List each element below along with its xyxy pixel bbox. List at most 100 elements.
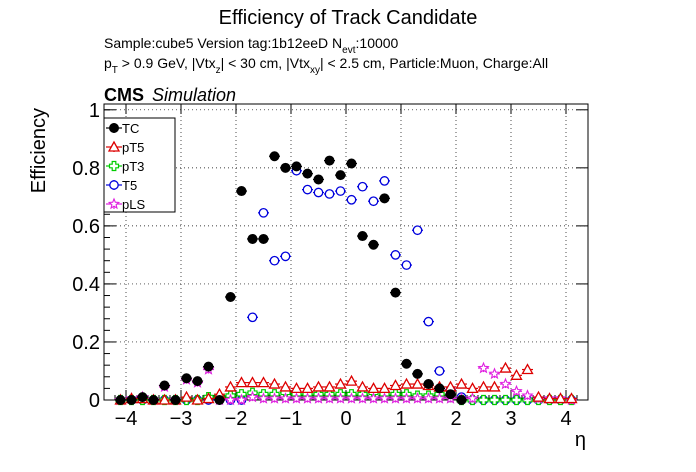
marker-pLS (378, 392, 391, 404)
legend-label: pLS (122, 197, 145, 212)
point-TC (445, 389, 456, 400)
point-T5 (280, 251, 291, 262)
marker-TC (236, 186, 247, 197)
sample-info-line: Sample:cube5 Version tag:1b12eeD Nevt:10… (104, 35, 399, 56)
point-pT5 (521, 363, 534, 375)
marker-T5 (401, 260, 412, 270)
point-pT5 (345, 374, 358, 386)
point-pT5 (191, 393, 204, 405)
point-pT5 (180, 390, 193, 402)
point-pT5 (389, 379, 402, 391)
marker-pLS (301, 392, 314, 404)
marker-pT5 (521, 363, 534, 375)
marker-pT3 (478, 394, 489, 406)
point-TC (335, 170, 346, 181)
marker-pT5 (488, 380, 501, 392)
point-TC (346, 158, 357, 169)
marker-pLS (411, 392, 424, 404)
marker-pT5 (356, 380, 369, 392)
point-pLS (521, 389, 534, 401)
marker-TC (192, 376, 203, 387)
point-pT5 (246, 376, 259, 388)
marker-T5 (390, 250, 401, 260)
point-TC (401, 358, 412, 369)
legend-marker (107, 140, 121, 152)
point-pT5 (257, 376, 270, 388)
point-pLS (367, 392, 380, 404)
x-axis-label: η (575, 429, 586, 451)
x-tick-label: −4 (115, 408, 138, 430)
x-tick-label: 4 (560, 408, 571, 430)
point-pT5 (532, 390, 545, 402)
marker-pT5 (543, 392, 556, 404)
point-T5 (357, 181, 368, 192)
marker-TC (148, 395, 159, 405)
point-TC (148, 395, 159, 405)
x-tick-label: −3 (170, 408, 193, 430)
point-pT5 (510, 368, 523, 380)
marker-TC (401, 358, 412, 369)
marker-pT5 (180, 390, 193, 402)
marker-T5 (302, 184, 313, 195)
marker-pT5 (202, 392, 215, 404)
y-axis-label: Efficiency (28, 108, 50, 193)
point-pT3 (489, 394, 500, 406)
x-tick-label: 3 (505, 408, 516, 430)
marker-pT3 (511, 394, 522, 406)
point-TC (280, 162, 291, 173)
marker-pT5 (301, 382, 314, 394)
point-pLS (279, 392, 292, 404)
marker-pT5 (191, 393, 204, 405)
marker-pLS (323, 392, 336, 404)
marker-pLS (488, 367, 501, 380)
legend-label: pT5 (122, 140, 144, 155)
point-pT5 (455, 377, 468, 389)
point-T5 (269, 255, 280, 266)
legend-item-pLS: pLS (106, 197, 145, 212)
data-points (114, 151, 578, 406)
marker-pT3 (489, 394, 500, 406)
marker-pLS (290, 392, 303, 404)
cms-label: CMS Simulation (104, 85, 236, 105)
marker-TC (390, 287, 401, 298)
point-TC (225, 291, 236, 302)
point-TC (456, 395, 467, 405)
marker-pLS (246, 390, 259, 403)
point-pT5 (268, 377, 281, 389)
marker-pLS (400, 392, 413, 404)
point-TC (214, 395, 225, 405)
point-pT3 (500, 394, 511, 406)
marker-TC (434, 383, 445, 394)
point-TC (357, 231, 368, 242)
marker-pT5 (400, 377, 413, 389)
point-TC (137, 392, 148, 403)
point-pLS (301, 392, 314, 404)
point-pT5 (411, 377, 424, 389)
point-pT5 (279, 380, 292, 392)
point-T5 (434, 366, 445, 376)
point-pLS (466, 392, 479, 404)
legend-marker (107, 197, 121, 210)
point-pLS (246, 390, 259, 403)
y-tick-label: 0.4 (72, 274, 100, 296)
point-T5 (258, 207, 269, 218)
point-pT5 (224, 380, 237, 392)
marker-pT5 (532, 390, 545, 402)
point-TC (313, 174, 324, 185)
legend-label: pT3 (122, 159, 144, 174)
marker-pT5 (411, 377, 424, 389)
point-TC (115, 395, 126, 405)
x-tick-label: 2 (450, 408, 461, 430)
legend-label: TC (122, 121, 139, 136)
point-TC (324, 155, 335, 166)
marker-pT5 (246, 376, 259, 388)
marker-pT5 (367, 382, 380, 394)
marker-pLS (257, 392, 270, 404)
point-pLS (389, 392, 402, 404)
point-pLS (334, 392, 347, 404)
marker-pLS (268, 392, 281, 404)
marker-pT5 (477, 380, 490, 392)
point-pLS (510, 384, 523, 397)
legend-item-TC: TC (106, 121, 139, 136)
point-pT5 (543, 392, 556, 404)
